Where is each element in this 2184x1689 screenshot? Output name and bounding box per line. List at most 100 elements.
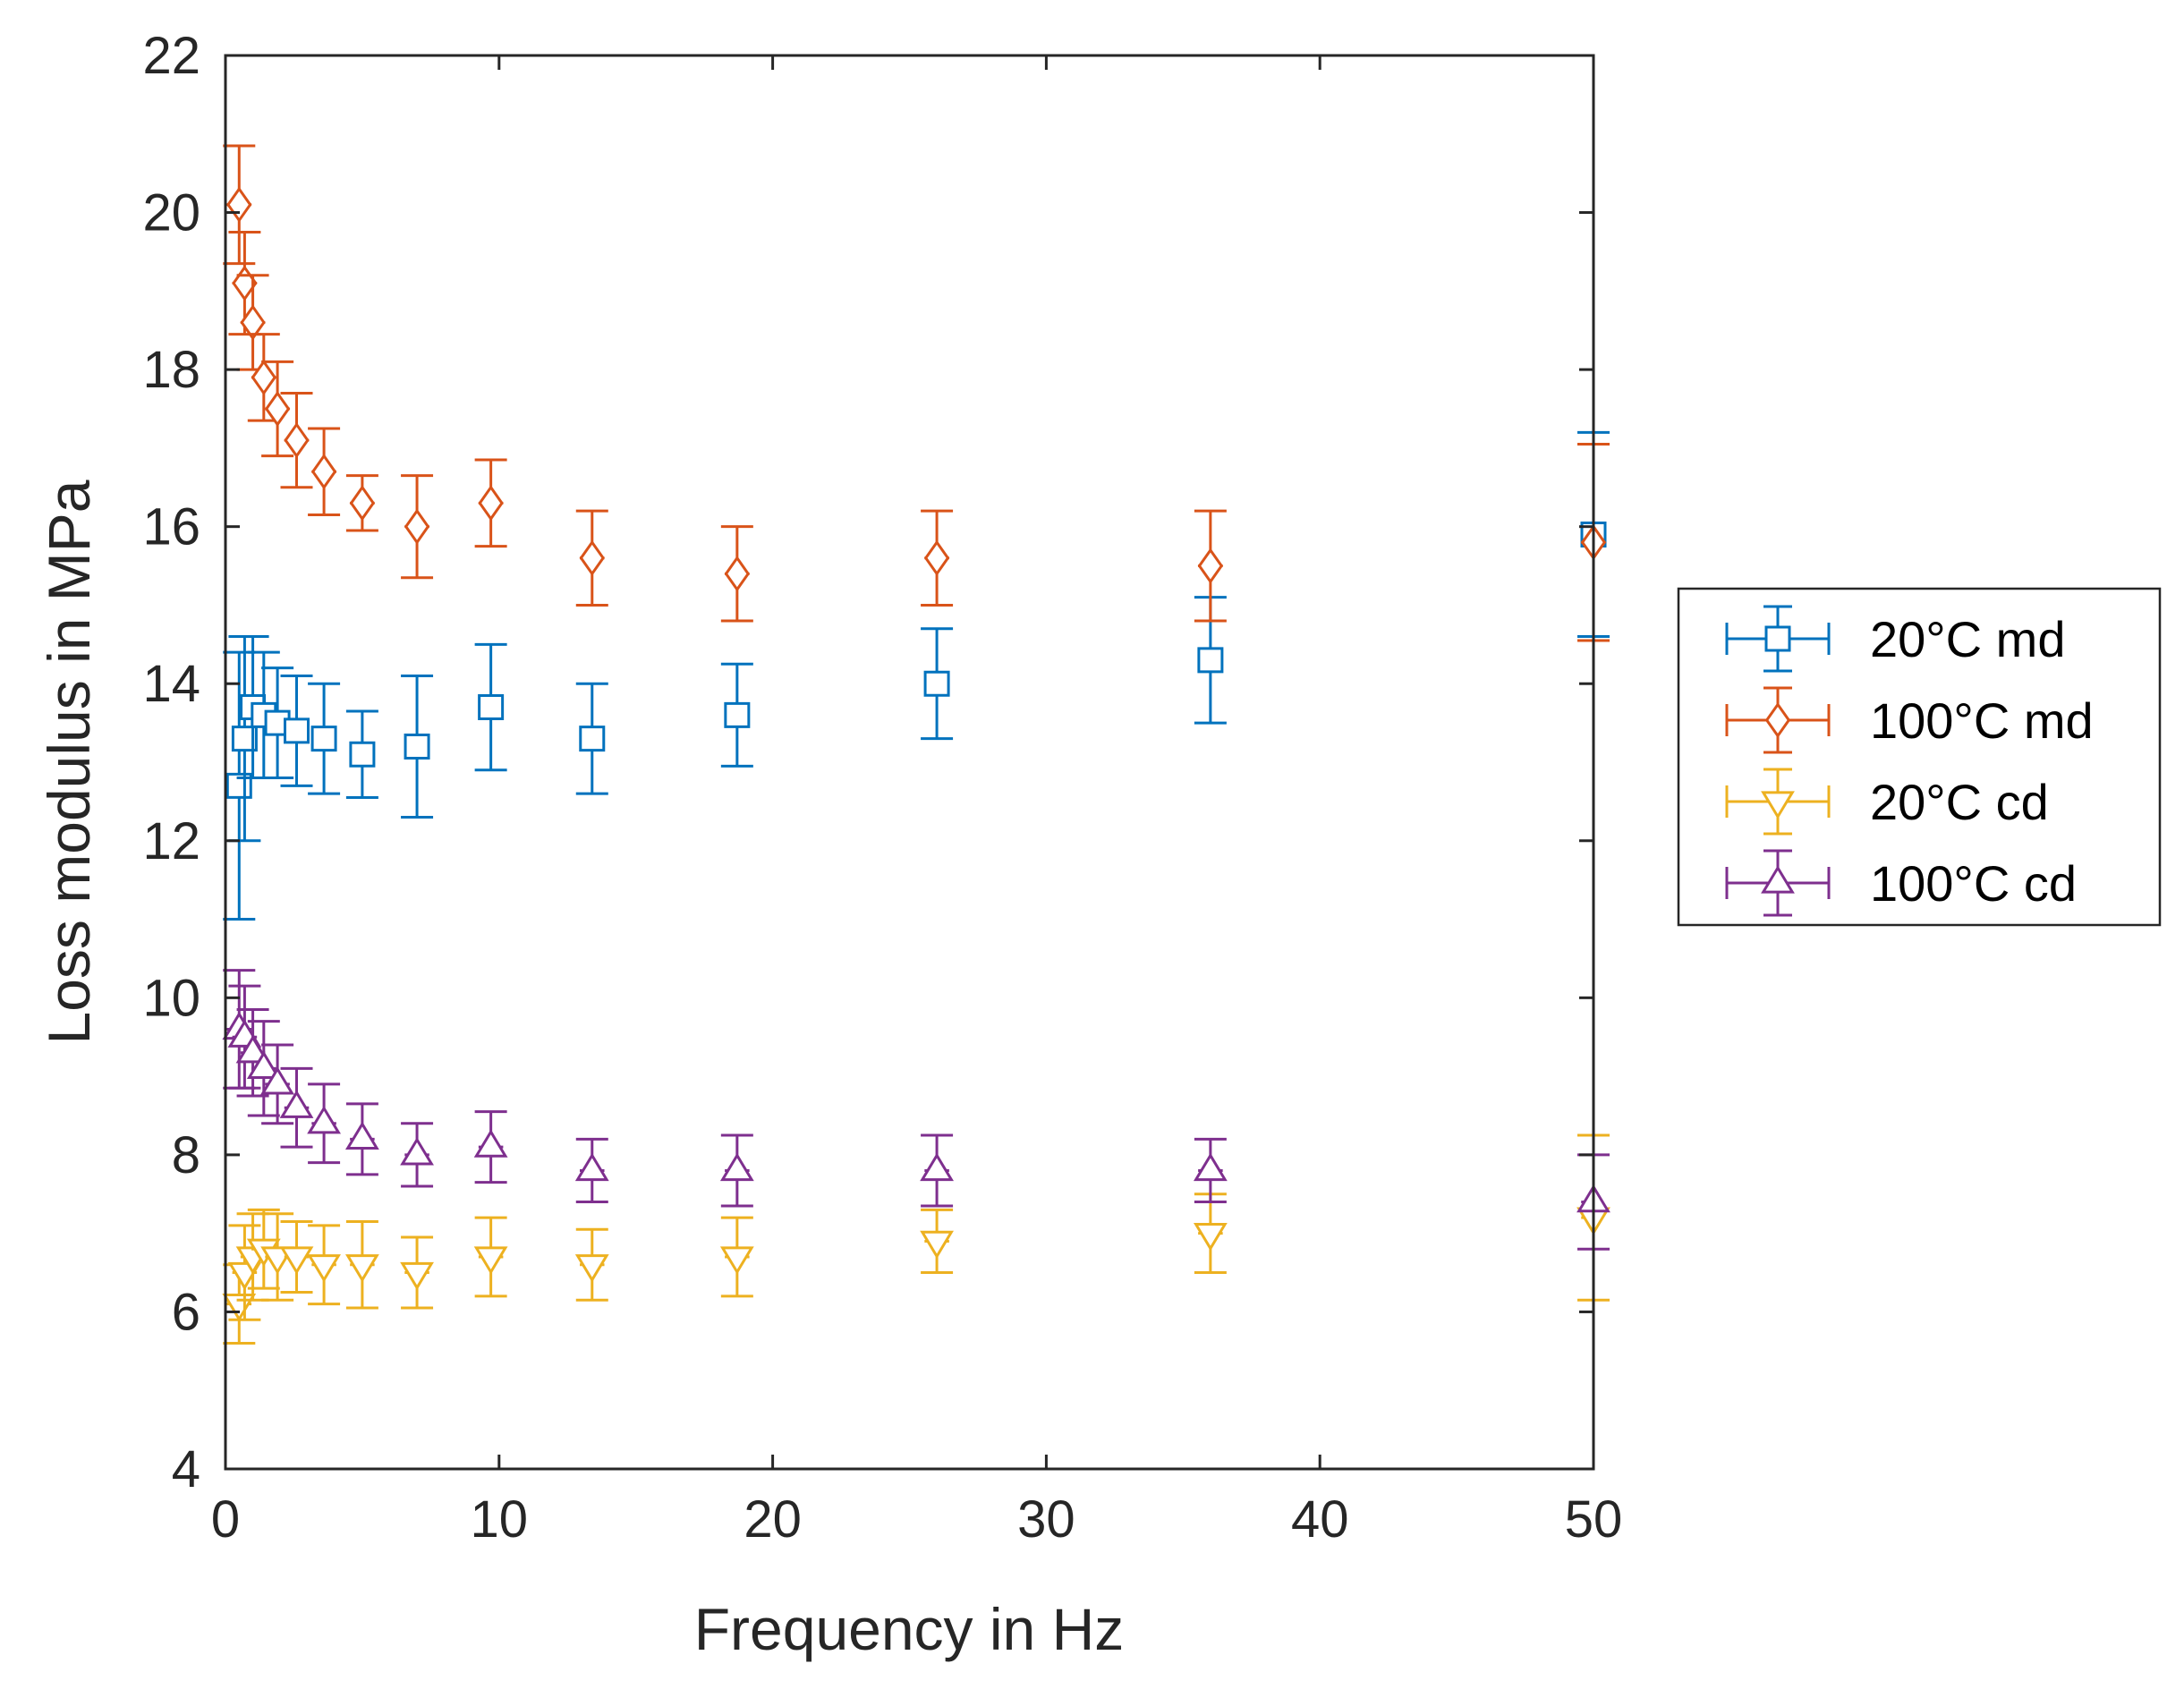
- data-point: [260, 1043, 295, 1125]
- marker-diamond: [724, 556, 751, 592]
- legend-entry: 100°C cd: [1725, 849, 2077, 917]
- data-point: [279, 1066, 314, 1149]
- data-point: [719, 1133, 754, 1208]
- legend-symbol: [1725, 849, 1831, 917]
- data-point: [400, 1235, 434, 1310]
- x-axis-title: Frequency in Hz: [694, 1596, 1125, 1662]
- marker-square: [284, 717, 310, 744]
- marker-triangle-down: [400, 1261, 434, 1291]
- data-point: [473, 1216, 508, 1298]
- y-axis-title: Loss modulus in MPa: [36, 480, 102, 1044]
- marker-diamond: [310, 454, 337, 490]
- data-point: [575, 509, 608, 607]
- data-point: [921, 627, 954, 741]
- marker-triangle-up: [400, 1137, 434, 1166]
- data-point: [247, 333, 280, 422]
- legend-label: 100°C md: [1870, 692, 2094, 749]
- y-tick-label: 10: [142, 969, 200, 1027]
- marker-triangle-down: [473, 1246, 508, 1275]
- data-point: [720, 662, 753, 768]
- data-point: [1193, 1137, 1228, 1204]
- data-point: [1194, 509, 1227, 623]
- data-point: [400, 1122, 434, 1188]
- y-tick-label: 22: [142, 27, 200, 85]
- marker-diamond: [264, 390, 291, 428]
- data-point: [473, 1110, 508, 1184]
- marker-diamond: [478, 485, 504, 522]
- legend: 20°C md 100°C md 20°C cd 100°C cd: [1677, 587, 2162, 927]
- data-point: [474, 458, 507, 548]
- marker-triangle-up: [235, 1034, 270, 1064]
- data-point: [401, 474, 434, 580]
- marker-triangle-up: [260, 1066, 295, 1095]
- series-layer: [222, 144, 1610, 1345]
- y-tick-label: 8: [172, 1126, 200, 1184]
- marker-square: [478, 694, 505, 721]
- y-tick-label: 6: [172, 1283, 200, 1341]
- data-point: [236, 274, 269, 371]
- legend-marker-square: [1764, 625, 1791, 652]
- marker-triangle-down: [279, 1246, 314, 1275]
- marker-square: [579, 726, 606, 752]
- plot-area: [225, 55, 1593, 1469]
- series-20°C md: [223, 430, 1610, 921]
- plot-frame: [224, 54, 1595, 1471]
- legend-symbol: [1725, 768, 1831, 836]
- data-point: [401, 674, 434, 819]
- legend-symbol: [1725, 686, 1831, 754]
- data-point: [261, 360, 294, 458]
- marker-square: [1197, 647, 1224, 674]
- legend-label: 100°C cd: [1870, 855, 2077, 912]
- legend-entry: 20°C md: [1725, 605, 2065, 673]
- marker-diamond: [579, 539, 605, 576]
- marker-triangle-up: [473, 1129, 508, 1158]
- data-point: [308, 427, 341, 516]
- data-point: [720, 525, 753, 623]
- data-point: [307, 1082, 341, 1165]
- marker-square: [310, 726, 337, 752]
- data-point: [344, 1102, 379, 1176]
- y-tick-label: 4: [172, 1440, 200, 1498]
- legend-label: 20°C md: [1870, 611, 2065, 667]
- marker-diamond: [349, 485, 376, 522]
- data-point: [223, 144, 256, 266]
- marker-triangle-down: [574, 1254, 609, 1283]
- legend-entry: 20°C cd: [1725, 768, 2049, 836]
- x-tick-label: 10: [471, 1490, 529, 1549]
- data-point: [474, 642, 507, 772]
- data-point: [921, 509, 954, 607]
- x-tick-label: 20: [744, 1490, 802, 1549]
- marker-diamond: [1197, 547, 1224, 584]
- data-point: [920, 1133, 954, 1208]
- data-point: [345, 474, 378, 532]
- data-point: [222, 1263, 257, 1345]
- marker-triangle-down: [719, 1246, 754, 1275]
- x-tick-label: 0: [211, 1490, 240, 1549]
- x-tick-label: 50: [1565, 1490, 1623, 1549]
- data-point: [344, 1220, 379, 1310]
- data-point: [345, 709, 378, 799]
- x-tick-label: 30: [1017, 1490, 1075, 1549]
- series-20°C cd: [222, 1133, 1610, 1345]
- marker-square: [923, 670, 950, 697]
- marker-triangle-down: [1193, 1223, 1228, 1252]
- marker-triangle-up: [279, 1090, 314, 1118]
- legend-marker-triangle-up: [1761, 865, 1795, 894]
- y-tick-label: 14: [142, 655, 200, 713]
- legend-entry: 100°C md: [1725, 686, 2094, 754]
- x-tick-label: 40: [1291, 1490, 1349, 1549]
- marker-diamond: [923, 539, 950, 576]
- marker-diamond: [240, 304, 266, 341]
- y-tick-label: 20: [142, 184, 200, 242]
- legend-label: 20°C cd: [1870, 774, 2049, 830]
- marker-diamond: [284, 421, 310, 459]
- legend-box: [1677, 587, 2162, 927]
- data-point: [308, 682, 341, 795]
- data-point: [279, 1220, 314, 1294]
- y-tick-label: 12: [142, 812, 200, 870]
- data-point: [574, 1227, 609, 1302]
- legend-marker-triangle-down: [1761, 791, 1795, 819]
- data-point: [246, 1020, 281, 1117]
- y-tick-label: 16: [142, 498, 200, 556]
